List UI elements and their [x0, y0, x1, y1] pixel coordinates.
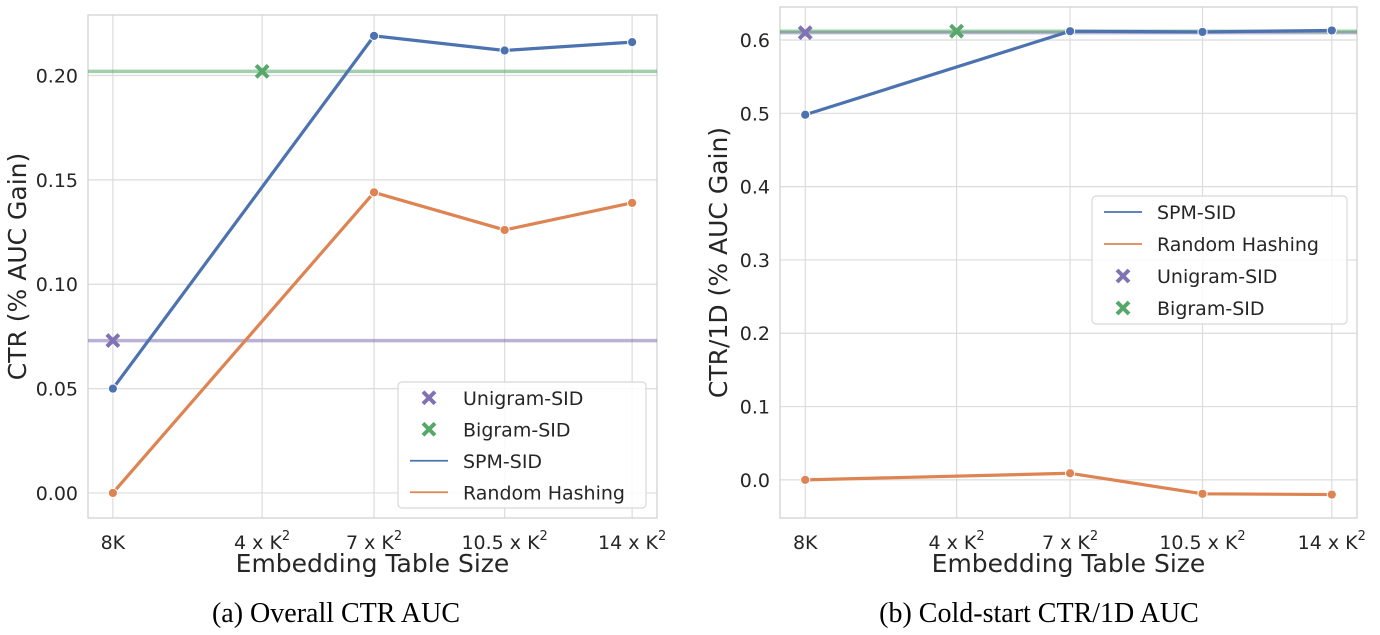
- x-tick-label: 7 x K2: [346, 529, 402, 554]
- legend-label: Random Hashing: [463, 482, 625, 504]
- random-hashing-point: [368, 187, 380, 198]
- spm-sid-point: [1197, 26, 1208, 38]
- x-axis-label: Embedding Table Size: [236, 549, 510, 578]
- y-tick-label: 0.20: [36, 66, 78, 88]
- spm-sid-point: [1326, 25, 1337, 36]
- figure-caption: (a) Overall CTR AUC: [212, 598, 460, 629]
- spm-sid-line: [111, 34, 633, 390]
- bigram-sid-marker: [254, 63, 270, 79]
- bigram-sid-marker: [949, 23, 964, 39]
- x-tick-label: 14 x K2: [598, 529, 666, 554]
- legend: Unigram-SID Bigram-SID SPM-SID Random Hashi…: [397, 381, 647, 509]
- y-tick-label: 0.10: [36, 274, 78, 296]
- y-axis-label: CTR (% AUC Gain): [3, 153, 32, 381]
- y-tick-label: 0.3: [740, 250, 770, 272]
- spm-sid-point: [627, 37, 638, 48]
- x-tick-label: 4 x K2: [234, 529, 290, 554]
- random-hashing-point: [627, 197, 638, 208]
- x-tick-label: 8K: [793, 532, 818, 554]
- random-hashing-line: [805, 471, 1332, 497]
- y-tick-label: 0.15: [36, 170, 78, 192]
- x-tick-label: 10.5 x K2: [1159, 529, 1245, 554]
- y-tick-label: 0.1: [740, 397, 770, 419]
- legend-box: [1091, 195, 1348, 325]
- plot-frame: [87, 14, 658, 519]
- unigram-sid-marker: [797, 25, 813, 41]
- spm-sid-line: [804, 28, 1332, 117]
- spm-sid-point: [1064, 26, 1076, 37]
- panel-a: 0.00 0.05 0.10 0.15 0.20 8K 4 x K2 7 x K2 10.5 x…: [3, 14, 666, 629]
- legend: SPM-SID Random Hashing Unigram-SID Bigram-S…: [1091, 195, 1348, 325]
- legend-cross-swatch: [421, 390, 437, 406]
- random-hashing-point: [800, 474, 811, 485]
- legend-box: [397, 381, 647, 509]
- legend-label: SPM-SID: [463, 451, 542, 473]
- x-tick-label: 10.5 x K2: [461, 529, 547, 554]
- random-hashing-point: [1326, 489, 1337, 500]
- x-tick-label: 8K: [101, 532, 126, 554]
- spm-sid-point: [107, 383, 118, 394]
- y-tick-label: 0.00: [36, 483, 78, 505]
- legend-label: Bigram-SID: [1157, 298, 1265, 320]
- y-axis-label: CTR/1D (% AUC Gain): [704, 127, 733, 398]
- x-tick-label: 7 x K2: [1042, 529, 1098, 554]
- x-tick-label: 4 x K2: [928, 529, 984, 554]
- x-axis-label: Embedding Table Size: [932, 549, 1206, 578]
- legend-cross-swatch: [1115, 268, 1131, 284]
- x-tick-label: 14 x K2: [1298, 529, 1366, 554]
- legend-label: SPM-SID: [1157, 202, 1236, 224]
- spm-sid-point: [368, 30, 380, 41]
- random-hashing-point: [1064, 468, 1076, 479]
- legend-label: Bigram-SID: [463, 419, 571, 441]
- legend-cross-swatch: [1115, 300, 1131, 316]
- y-tick-label: 0.4: [740, 177, 770, 199]
- random-hashing-point: [107, 487, 118, 499]
- spm-sid-point: [800, 109, 811, 120]
- spm-sid-point: [499, 45, 510, 56]
- y-tick-label: 0.6: [740, 30, 770, 52]
- legend-label: Unigram-SID: [463, 388, 583, 410]
- panel-b: 0.0 0.1 0.2 0.3 0.4 0.5 0.6 8K 4 x K2 7 x K2 10.5 …: [704, 6, 1366, 629]
- plot-frame: [779, 6, 1358, 519]
- legend-cross-swatch: [421, 421, 437, 437]
- y-tick-label: 0.2: [740, 323, 770, 345]
- legend-label: Random Hashing: [1157, 234, 1319, 256]
- y-tick-label: 0.0: [740, 470, 770, 492]
- random-hashing-line: [111, 190, 633, 495]
- y-tick-label: 0.5: [740, 103, 770, 125]
- legend-label: Unigram-SID: [1157, 266, 1277, 288]
- unigram-sid-marker: [105, 333, 121, 349]
- y-tick-label: 0.05: [36, 379, 78, 401]
- random-hashing-point: [499, 224, 510, 236]
- random-hashing-point: [1197, 488, 1208, 499]
- figure-caption: (b) Cold-start CTR/1D AUC: [879, 598, 1199, 629]
